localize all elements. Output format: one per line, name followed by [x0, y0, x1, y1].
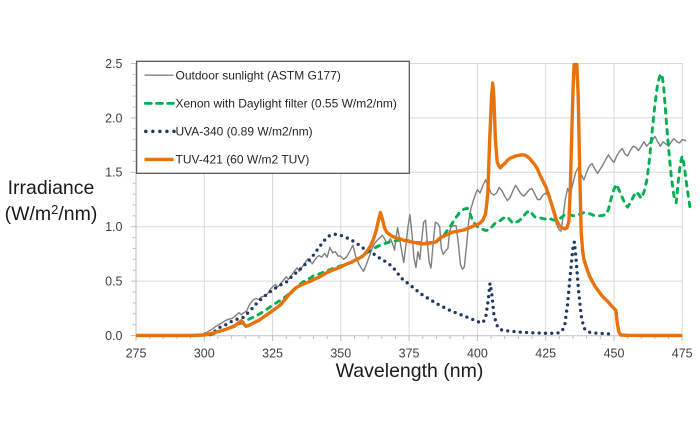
svg-text:Xenon with Daylight filter (0.: Xenon with Daylight filter (0.55 W/m2/nm…: [176, 97, 397, 111]
svg-text:2.5: 2.5: [105, 57, 122, 71]
svg-text:425: 425: [535, 347, 556, 361]
svg-text:300: 300: [194, 347, 215, 361]
svg-text:1.5: 1.5: [105, 166, 122, 180]
svg-text:TUV-421 (60 W/m2 TUV): TUV-421 (60 W/m2 TUV): [176, 153, 310, 167]
svg-text:Irradiance: Irradiance: [8, 177, 95, 199]
svg-text:275: 275: [126, 347, 147, 361]
svg-text:475: 475: [672, 347, 693, 361]
svg-text:375: 375: [399, 347, 420, 361]
svg-text:1.0: 1.0: [105, 220, 122, 234]
svg-text:UVA-340 (0.89 W/m2/nm): UVA-340 (0.89 W/m2/nm): [176, 125, 313, 139]
svg-text:325: 325: [262, 347, 283, 361]
svg-text:2.0: 2.0: [105, 111, 122, 125]
svg-text:Wavelength (nm): Wavelength (nm): [336, 360, 484, 382]
svg-text:450: 450: [604, 347, 625, 361]
svg-text:350: 350: [330, 347, 351, 361]
svg-text:0.5: 0.5: [105, 275, 122, 289]
svg-text:Outdoor sunlight (ASTM G177): Outdoor sunlight (ASTM G177): [176, 68, 341, 82]
svg-text:0.0: 0.0: [105, 329, 122, 343]
svg-text:(W/m2/nm): (W/m2/nm): [5, 202, 98, 225]
svg-text:400: 400: [467, 347, 488, 361]
